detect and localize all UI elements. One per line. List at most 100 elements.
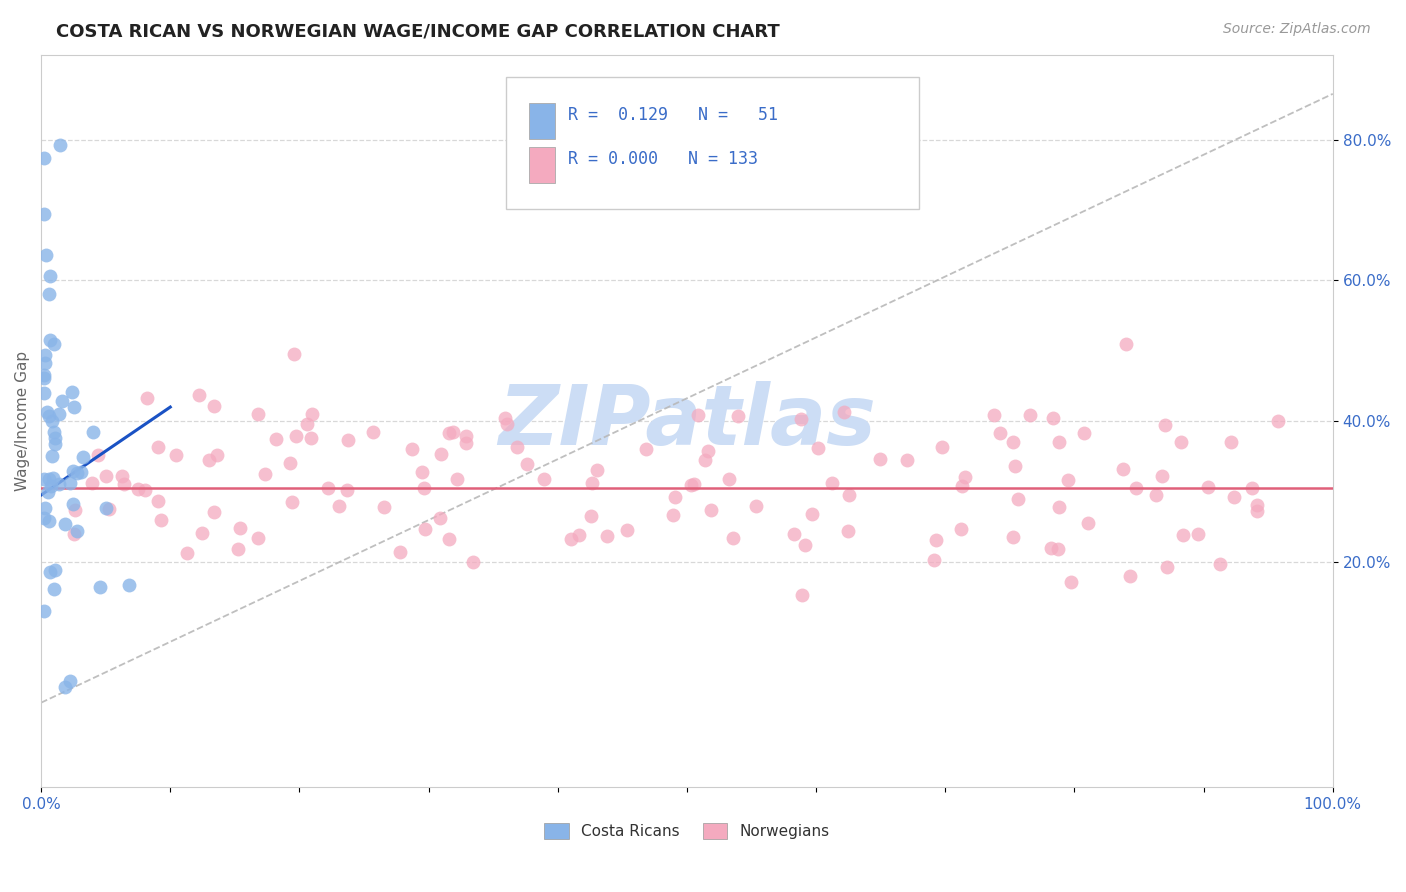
Point bbox=[411, 465, 433, 479]
Point bbox=[62, 497, 84, 511]
Point bbox=[695, 453, 717, 467]
Point bbox=[65, 503, 87, 517]
Point bbox=[401, 442, 423, 457]
Point bbox=[247, 531, 270, 545]
Point bbox=[96, 501, 118, 516]
Point bbox=[253, 467, 276, 482]
Point bbox=[1267, 414, 1289, 428]
Point bbox=[953, 469, 976, 483]
Point bbox=[205, 448, 228, 462]
Point bbox=[336, 434, 359, 448]
FancyBboxPatch shape bbox=[506, 77, 920, 209]
Point bbox=[1222, 490, 1244, 504]
Point bbox=[44, 563, 66, 577]
Bar bbox=[530, 103, 555, 139]
Point bbox=[32, 368, 55, 382]
Point bbox=[1187, 526, 1209, 541]
Point bbox=[48, 476, 70, 491]
Text: R = 0.000   N = 133: R = 0.000 N = 133 bbox=[568, 150, 758, 169]
Point bbox=[454, 429, 477, 443]
Point bbox=[82, 475, 104, 490]
Point bbox=[32, 604, 55, 618]
Point bbox=[1002, 434, 1025, 449]
Point bbox=[281, 494, 304, 508]
Point bbox=[744, 499, 766, 513]
Point bbox=[1220, 434, 1243, 449]
Point bbox=[950, 479, 973, 493]
Point bbox=[1060, 575, 1083, 590]
Point bbox=[783, 527, 806, 541]
Point bbox=[118, 577, 141, 591]
Point bbox=[1112, 462, 1135, 476]
Point bbox=[66, 524, 89, 538]
Point bbox=[72, 450, 94, 465]
Point bbox=[1246, 504, 1268, 518]
Point bbox=[38, 268, 60, 283]
Point bbox=[283, 347, 305, 361]
Point bbox=[950, 522, 973, 536]
Point bbox=[297, 417, 319, 431]
Point bbox=[146, 493, 169, 508]
Point bbox=[1119, 569, 1142, 583]
Point bbox=[586, 463, 609, 477]
Point bbox=[821, 476, 844, 491]
Point bbox=[801, 507, 824, 521]
Point bbox=[42, 582, 65, 597]
Point bbox=[94, 468, 117, 483]
Point bbox=[896, 452, 918, 467]
Point bbox=[1046, 541, 1069, 556]
Point bbox=[1077, 516, 1099, 530]
Point bbox=[226, 541, 249, 556]
Point bbox=[299, 431, 322, 445]
Point bbox=[301, 407, 323, 421]
Point bbox=[1154, 418, 1177, 433]
Point bbox=[39, 479, 62, 493]
Point bbox=[679, 478, 702, 492]
Point bbox=[515, 457, 537, 471]
Point bbox=[284, 429, 307, 443]
Point bbox=[62, 464, 84, 478]
Point bbox=[429, 511, 451, 525]
Point bbox=[38, 514, 60, 528]
Point bbox=[807, 441, 830, 455]
Point bbox=[1047, 500, 1070, 515]
Text: COSTA RICAN VS NORWEGIAN WAGE/INCOME GAP CORRELATION CHART: COSTA RICAN VS NORWEGIAN WAGE/INCOME GAP… bbox=[56, 22, 780, 40]
Point bbox=[1040, 541, 1063, 555]
Point bbox=[662, 508, 685, 522]
Point bbox=[198, 452, 221, 467]
Point bbox=[89, 580, 111, 594]
Point bbox=[247, 407, 270, 421]
Point bbox=[838, 488, 860, 502]
Point bbox=[42, 337, 65, 351]
Point bbox=[439, 425, 461, 440]
Point bbox=[32, 151, 55, 165]
Point bbox=[1240, 481, 1263, 495]
Point bbox=[983, 408, 1005, 422]
Point bbox=[34, 371, 56, 385]
Point bbox=[148, 441, 170, 455]
Point bbox=[229, 521, 252, 535]
Point bbox=[837, 524, 859, 538]
Point bbox=[264, 432, 287, 446]
Point bbox=[990, 425, 1012, 440]
Point bbox=[832, 405, 855, 419]
Point bbox=[1001, 530, 1024, 544]
Point bbox=[48, 137, 70, 152]
Point bbox=[38, 409, 60, 423]
Point bbox=[62, 400, 84, 414]
Bar bbox=[530, 146, 555, 183]
Point bbox=[793, 538, 815, 552]
Point bbox=[925, 533, 948, 548]
Point bbox=[495, 417, 517, 432]
Legend: Costa Ricans, Norwegians: Costa Ricans, Norwegians bbox=[538, 817, 835, 846]
Point bbox=[1170, 434, 1192, 449]
Point bbox=[415, 522, 437, 536]
Point bbox=[789, 412, 811, 426]
Point bbox=[1209, 557, 1232, 571]
Point bbox=[790, 588, 813, 602]
Point bbox=[727, 409, 749, 423]
Point bbox=[869, 451, 891, 466]
Point bbox=[373, 500, 395, 514]
Point bbox=[1042, 410, 1064, 425]
Point bbox=[42, 471, 65, 485]
